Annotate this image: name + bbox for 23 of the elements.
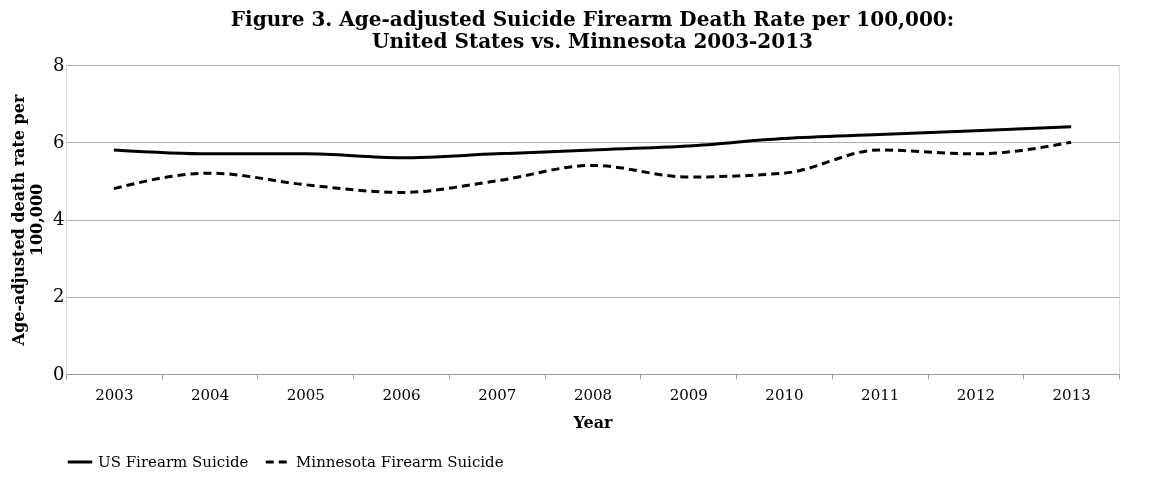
- x-tick-label: 2003: [95, 385, 134, 404]
- x-tick-label: 2012: [956, 385, 995, 404]
- chart-title: Figure 3. Age-adjusted Suicide Firearm Death Rate per 100,000: United States vs. Minnesota 2003-2013: [230, 7, 955, 53]
- x-tick-label: 2008: [573, 385, 613, 404]
- x-axis-title: Year: [572, 412, 614, 432]
- y-tick-label: 4: [53, 208, 65, 229]
- y-tick-label: 2: [53, 285, 65, 307]
- x-tick-label: 2010: [765, 385, 804, 404]
- y-tick-label: 8: [53, 53, 65, 75]
- x-tick-label: 2005: [286, 385, 325, 404]
- line-series: [112, 125, 1073, 160]
- x-tick-label: 2009: [669, 385, 708, 404]
- x-tick-label: 2006: [382, 385, 421, 404]
- y-axis-title: Age-adjusted death rate per 100,000: [9, 94, 47, 347]
- line-series: [112, 140, 1073, 194]
- legend-label: Minnesota Firearm Suicide: [296, 453, 504, 471]
- legend-label: US Firearm Suicide: [98, 453, 249, 471]
- x-tick-label: 2011: [861, 385, 900, 404]
- x-tick-label: 2007: [478, 385, 517, 404]
- x-tick-label: 2013: [1052, 385, 1091, 404]
- y-tick-label: 0: [53, 362, 65, 384]
- x-tick-label: 2004: [191, 385, 230, 404]
- y-tick-label: 6: [53, 130, 65, 152]
